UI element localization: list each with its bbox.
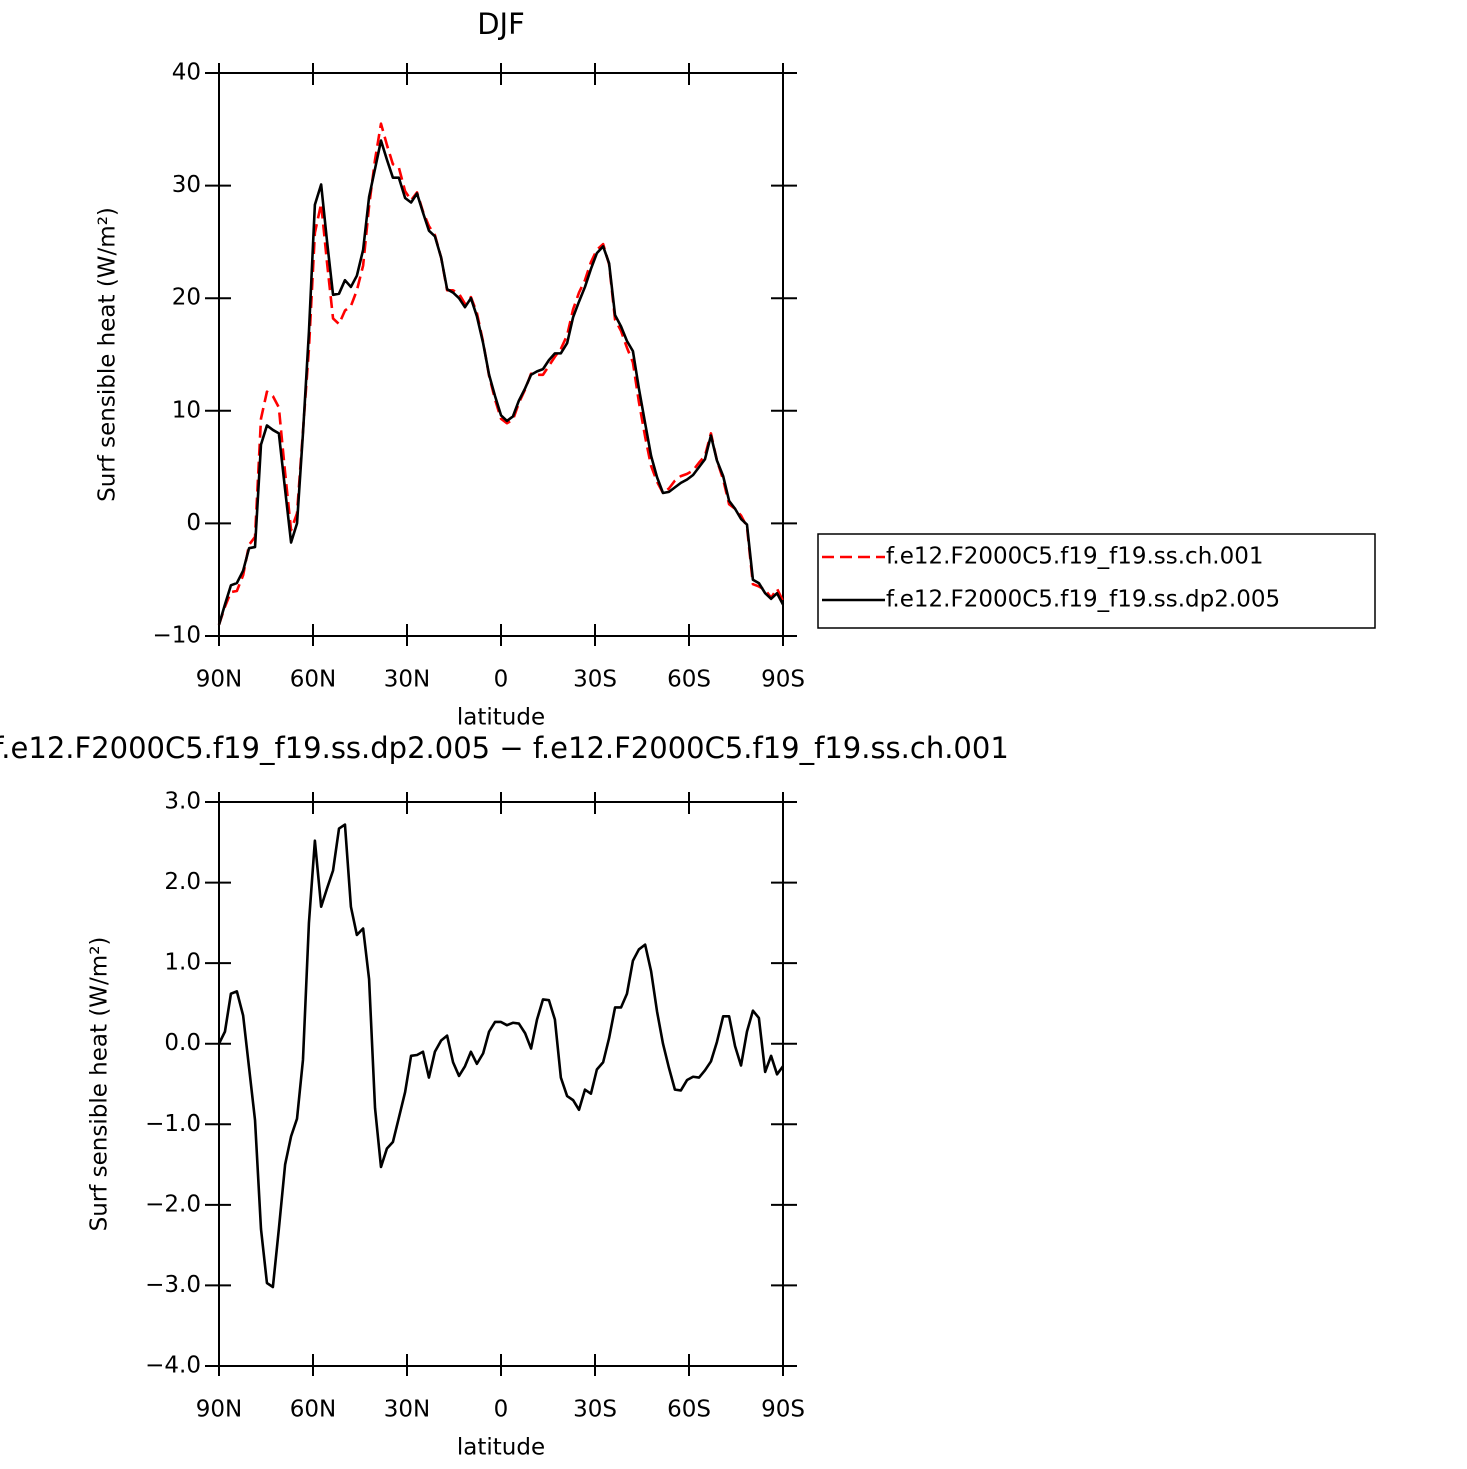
x-tick-label: 90S	[761, 1397, 805, 1423]
x-tick-label: 60N	[290, 667, 336, 693]
x-tick-label: 90N	[196, 667, 242, 693]
x-tick-label: 90N	[196, 1397, 242, 1423]
x-tick-label: 60N	[290, 1397, 336, 1423]
x-tick-label: 30S	[573, 667, 617, 693]
series-line	[217, 122, 785, 626]
x-tick-label: 30N	[384, 667, 430, 693]
y-tick-label: 0	[186, 510, 201, 536]
chart-title: f.e12.F2000C5.f19_f19.ss.dp2.005 − f.e12…	[0, 731, 1009, 765]
y-axis-label: Surf sensible heat (W/m²)	[87, 937, 113, 1232]
y-tick-label: −2.0	[145, 1191, 201, 1217]
x-tick-label: 60S	[667, 667, 711, 693]
y-tick-label: −4.0	[145, 1353, 201, 1379]
x-axis-label: latitude	[457, 1435, 545, 1461]
y-axis-label: Surf sensible heat (W/m²)	[95, 207, 121, 502]
legend-label: f.e12.F2000C5.f19_f19.ss.dp2.005	[886, 587, 1280, 613]
y-tick-label: 40	[172, 60, 201, 86]
y-tick-label: 3.0	[164, 789, 201, 815]
y-tick-label: 2.0	[164, 869, 201, 895]
y-tick-label: 1.0	[164, 950, 201, 976]
y-tick-label: 20	[172, 285, 201, 311]
difference-line	[217, 823, 785, 1289]
x-tick-label: 0	[494, 1397, 509, 1423]
y-tick-label: 30	[172, 172, 201, 198]
plot-frame	[218, 801, 784, 1367]
chart-title: DJF	[477, 7, 525, 41]
y-tick-label: −10	[152, 623, 201, 649]
x-tick-label: 90S	[761, 667, 805, 693]
legend-label: f.e12.F2000C5.f19_f19.ss.ch.001	[886, 544, 1263, 570]
x-axis-label: latitude	[457, 705, 545, 731]
x-tick-label: 30N	[384, 1397, 430, 1423]
y-tick-label: −1.0	[145, 1111, 201, 1137]
plot-frame	[218, 72, 784, 637]
series-line	[217, 139, 785, 626]
x-tick-label: 60S	[667, 1397, 711, 1423]
y-tick-label: −3.0	[145, 1272, 201, 1298]
y-tick-label: 0.0	[164, 1030, 201, 1056]
y-tick-label: 10	[172, 397, 201, 423]
x-tick-label: 0	[494, 667, 509, 693]
legend-box	[817, 533, 1376, 629]
x-tick-label: 30S	[573, 1397, 617, 1423]
